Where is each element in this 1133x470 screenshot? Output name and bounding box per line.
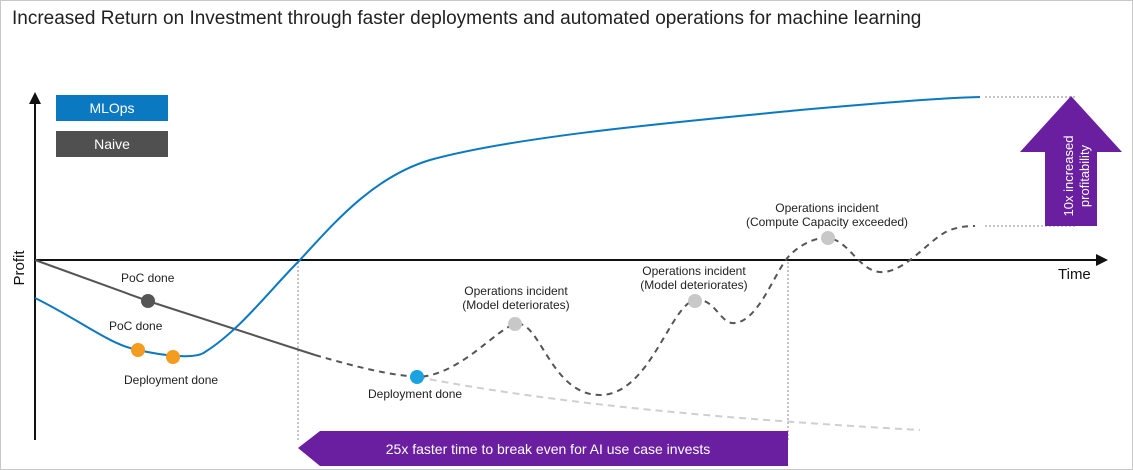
deploy-naive-point	[410, 370, 424, 384]
profitability-text-line2: profitability	[1077, 144, 1092, 207]
deploy-mlops-label: Deployment done	[124, 373, 218, 387]
naive-curve-solid	[34, 259, 316, 356]
diagram-title: Increased Return on Investment through f…	[12, 8, 922, 29]
x-axis-label: Time	[1058, 266, 1091, 283]
incident2-label-line2: (Model deteriorates)	[640, 278, 747, 292]
legend-mlops: MLOps	[56, 95, 168, 121]
y-axis-label: Profit	[11, 250, 28, 286]
poc-naive-point	[141, 294, 155, 308]
incident3-label-line2: (Compute Capacity exceeded)	[746, 215, 908, 229]
legend-mlops-label: MLOps	[89, 100, 135, 116]
naive-curve-dashed	[314, 225, 976, 397]
incident1-point	[508, 317, 522, 331]
incident2-point	[688, 294, 702, 308]
profitability-text-line1: 10x increased	[1061, 136, 1076, 217]
legend-naive-label: Naive	[94, 136, 130, 152]
mlops-curve	[34, 96, 981, 358]
naive-baseline-projection	[417, 376, 921, 431]
incident1-label-line1: Operations incident	[464, 284, 568, 298]
break-even-arrow	[298, 431, 788, 466]
deploy-mlops-point	[166, 350, 180, 364]
x-axis-arrowhead	[1096, 254, 1108, 266]
y-axis-arrowhead	[29, 92, 41, 104]
incident3-point	[821, 231, 835, 245]
profitability-arrow	[1020, 96, 1122, 226]
incident1-label-line2: (Model deteriorates)	[462, 298, 569, 312]
incident3-label-line1: Operations incident	[775, 201, 879, 215]
legend-naive: Naive	[56, 131, 168, 157]
poc-naive-label: PoC done	[121, 271, 175, 285]
poc-mlops-point	[131, 343, 145, 357]
poc-mlops-label: PoC done	[109, 319, 163, 333]
incident2-label-line1: Operations incident	[642, 264, 746, 278]
break-even-text: 25x faster time to break even for AI use…	[386, 441, 711, 457]
deploy-naive-label: Deployment done	[368, 387, 462, 401]
